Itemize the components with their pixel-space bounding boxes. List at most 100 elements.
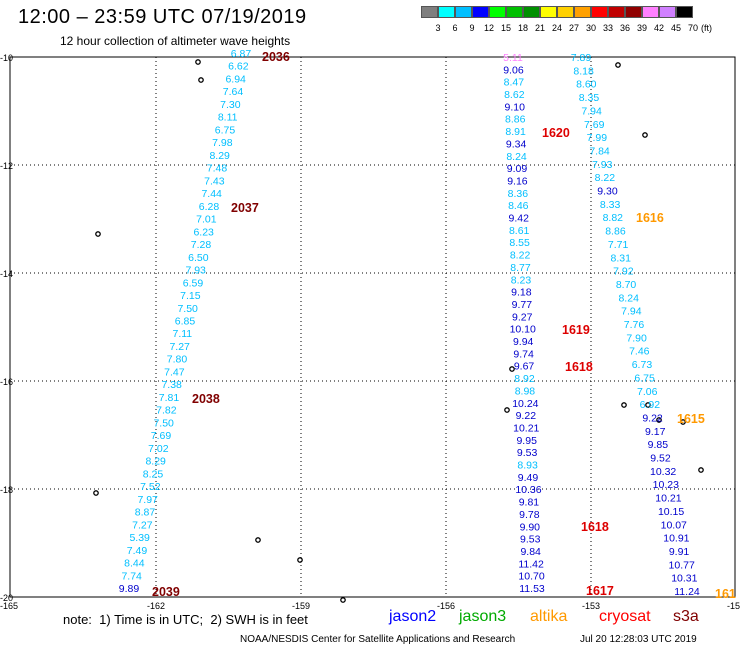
note-text: note: 1) Time is in UTC; 2) SWH is in fe… <box>63 612 308 627</box>
wave-height-label: 8.24 <box>506 151 527 163</box>
wave-height-label: 9.95 <box>516 435 537 447</box>
page-subtitle: 12 hour collection of altimeter wave hei… <box>60 34 291 48</box>
wave-height-label: 10.10 <box>510 324 536 336</box>
wave-height-label: 7.76 <box>624 319 645 331</box>
wave-height-label: 7.64 <box>223 86 244 98</box>
wave-height-label: 10.77 <box>669 559 695 571</box>
island-mark <box>297 557 303 563</box>
island-mark <box>198 77 204 83</box>
wave-height-label: 8.33 <box>600 199 621 211</box>
wave-height-label: 7.46 <box>629 346 650 358</box>
lat-label: -12 <box>0 161 13 171</box>
wave-height-label: 7.93 <box>592 159 613 171</box>
wave-height-label: 8.29 <box>145 456 166 468</box>
island-mark <box>680 419 686 425</box>
legend-unit: (ft) <box>701 23 712 33</box>
wave-height-label: 6.50 <box>188 252 209 264</box>
wave-height-label: 9.16 <box>507 175 528 187</box>
island-mark <box>95 231 101 237</box>
wave-height-label: 8.70 <box>616 279 637 291</box>
legend-swatch <box>472 6 489 18</box>
wave-height-label: 7.06 <box>637 386 658 398</box>
wave-height-label: 9.77 <box>512 299 533 311</box>
wave-height-label: 7.27 <box>169 341 190 353</box>
wave-height-label: 7.50 <box>177 303 198 315</box>
lon-label: -15 <box>727 601 740 611</box>
wave-height-label: 9.67 <box>514 361 535 373</box>
wave-height-label: 8.86 <box>505 114 526 126</box>
wave-height-label: 7.01 <box>196 214 217 226</box>
legend-label: 9 <box>469 23 475 33</box>
legend-label: 21 <box>534 23 545 33</box>
island-mark <box>698 467 704 473</box>
wave-height-label: 7.30 <box>220 99 241 111</box>
legend-label: 27 <box>568 23 579 33</box>
map-frame <box>9 56 736 598</box>
wave-height-label: 8.22 <box>595 172 616 184</box>
wave-height-label: 9.10 <box>505 101 526 113</box>
wave-height-label: 10.21 <box>513 422 539 434</box>
page-title: 12:00 – 23:59 UTC 07/19/2019 <box>18 6 307 28</box>
legend-label: 18 <box>517 23 528 33</box>
wave-height-label: 9.18 <box>511 287 532 299</box>
wave-height-label: 7.28 <box>191 239 212 251</box>
wave-height-label: 8.46 <box>508 200 529 212</box>
legend-label: 42 <box>653 23 664 33</box>
wave-height-label: 8.18 <box>573 65 594 77</box>
wave-height-label: 6.75 <box>634 372 655 384</box>
legend-label: 15 <box>500 23 511 33</box>
wave-height-label: 8.29 <box>209 150 230 162</box>
wave-height-label: 7.69 <box>584 119 605 131</box>
legend-swatch <box>574 6 591 18</box>
wave-height-label: 7.69 <box>151 430 172 442</box>
wave-height-label: 7.92 <box>613 266 634 278</box>
wave-height-label: 6.92 <box>640 399 661 411</box>
wave-height-label: 9.84 <box>520 546 541 558</box>
wave-height-label: 9.49 <box>518 472 539 484</box>
pass-time-label: 1618 <box>581 520 609 534</box>
pass-time-label: 2038 <box>192 392 220 406</box>
lat-label: -18 <box>0 485 13 495</box>
island-mark <box>340 597 346 603</box>
wave-height-label: 9.89 <box>119 583 140 595</box>
wave-height-label: 8.55 <box>509 237 530 249</box>
island-mark <box>195 59 201 65</box>
wave-height-label: 7.44 <box>201 188 222 200</box>
wave-height-label: 6.28 <box>199 201 220 213</box>
wave-height-label: 7.84 <box>589 145 610 157</box>
pass-time-label: 1616 <box>636 211 664 225</box>
wave-height-label: 10.36 <box>515 484 541 496</box>
wave-height-label: 11.53 <box>519 583 545 595</box>
wave-height-label: 8.31 <box>611 252 632 264</box>
wave-height-label: 7.99 <box>587 132 608 144</box>
wave-height-label: 7.15 <box>180 290 201 302</box>
pass-time-label: 161 <box>715 587 736 601</box>
wave-height-label: 7.93 <box>185 265 206 277</box>
legend-swatch <box>438 6 455 18</box>
legend-label: 3 <box>435 23 441 33</box>
wave-height-label: 9.74 <box>513 348 534 360</box>
lon-label: -165 <box>0 601 18 611</box>
wave-height-label: 7.27 <box>132 519 153 531</box>
wave-height-label: 9.27 <box>512 311 533 323</box>
wave-height-label: 8.61 <box>509 225 530 237</box>
lat-label: -16 <box>0 377 13 387</box>
wave-height-label: 6.73 <box>632 359 653 371</box>
wave-height-label: 7.50 <box>153 417 174 429</box>
wave-height-label: 9.42 <box>509 213 530 225</box>
legend-swatch <box>676 6 693 18</box>
wave-height-label: 9.34 <box>506 138 527 150</box>
wave-height-label: 7.82 <box>156 405 177 417</box>
wave-height-label: 10.31 <box>671 573 697 585</box>
legend-sat-s3a: s3a <box>673 608 699 625</box>
wave-height-label: 11.42 <box>518 558 544 570</box>
wave-height-label: 5.11 <box>503 52 523 64</box>
wave-height-label: 6.75 <box>215 124 236 136</box>
legend-label: 6 <box>452 23 458 33</box>
wave-height-label: 8.77 <box>510 262 531 274</box>
legend-swatch <box>540 6 557 18</box>
legend-label: 45 <box>670 23 681 33</box>
wave-height-label: 7.98 <box>212 137 233 149</box>
wave-height-label: 10.07 <box>661 519 687 531</box>
legend-label: 12 <box>483 23 494 33</box>
